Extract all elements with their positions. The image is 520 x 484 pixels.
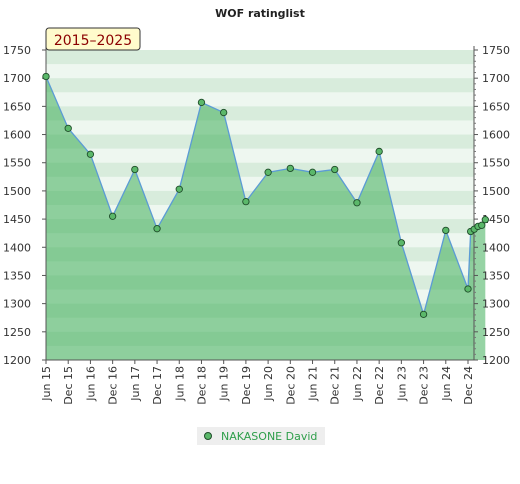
legend[interactable]: NAKASONE David xyxy=(197,427,325,445)
data-point xyxy=(220,108,228,117)
data-point xyxy=(331,165,339,174)
data-point xyxy=(481,215,489,224)
background-band xyxy=(46,120,474,136)
x-tick-label: Jun 17 xyxy=(129,366,142,402)
x-tick-label: Dec 17 xyxy=(151,366,164,405)
x-tick-label: Dec 24 xyxy=(462,366,475,405)
y-tick-label-left: 1400 xyxy=(3,241,31,254)
data-point xyxy=(353,199,361,207)
y-tick-label-left: 1200 xyxy=(3,354,31,367)
data-point xyxy=(131,165,139,174)
data-point xyxy=(175,185,183,193)
data-point xyxy=(42,72,50,81)
y-axis-left: 1200 1250 1300 1350 1400 1450 1500 1550 1600 1650… xyxy=(3,44,47,367)
background-band xyxy=(46,162,474,178)
x-tick-label: Jun 23 xyxy=(395,366,408,402)
x-tick-label: Jun 21 xyxy=(307,366,320,402)
data-point xyxy=(419,310,428,318)
data-point xyxy=(108,212,117,220)
x-tick-label: Jun 16 xyxy=(84,366,97,402)
data-point xyxy=(442,226,450,235)
data-point xyxy=(375,147,383,156)
background-band xyxy=(46,92,474,107)
background-band xyxy=(46,106,474,121)
y-tick-label-right: 1350 xyxy=(482,269,510,282)
data-point xyxy=(397,239,406,247)
x-tick-label: Dec 20 xyxy=(284,366,297,405)
x-tick-label: Dec 18 xyxy=(195,366,208,405)
period-badge-label: 2015–2025 xyxy=(54,33,132,49)
y-tick-label-left: 1500 xyxy=(3,185,31,198)
x-tick-label: Dec 21 xyxy=(329,366,342,405)
data-point xyxy=(64,124,72,133)
x-tick-label: Dec 23 xyxy=(418,366,431,405)
y-tick-label-right: 1250 xyxy=(482,326,510,339)
x-tick-label: Dec 19 xyxy=(240,366,253,405)
data-point xyxy=(153,225,161,233)
data-point xyxy=(264,168,272,176)
data-point xyxy=(242,197,250,206)
y-tick-label-right: 1700 xyxy=(482,72,510,85)
y-tick-label-left: 1450 xyxy=(3,213,31,226)
background-band xyxy=(46,50,474,65)
y-tick-label-right: 1450 xyxy=(482,213,510,226)
y-tick-label-right: 1500 xyxy=(482,185,510,198)
y-tick-label-right: 1400 xyxy=(482,241,510,254)
x-tick-label: Dec 22 xyxy=(373,366,386,405)
legend-marker-icon xyxy=(204,432,212,440)
y-tick-label-left: 1750 xyxy=(3,44,31,57)
x-tick-label: Jun 24 xyxy=(440,366,453,402)
y-axis-right: 1200 1250 1300 1350 1400 1450 1500 1550 1600 1650… xyxy=(473,44,510,367)
x-tick-label: Jun 19 xyxy=(218,366,231,402)
y-tick-label-right: 1650 xyxy=(482,100,510,113)
x-tick-label: Jun 20 xyxy=(262,366,275,402)
y-tick-label-left: 1550 xyxy=(3,157,31,170)
data-markers xyxy=(42,72,489,318)
y-tick-label-left: 1350 xyxy=(3,269,31,282)
data-point xyxy=(478,221,486,229)
y-tick-label-right: 1300 xyxy=(482,298,510,311)
legend-box xyxy=(197,427,325,445)
x-tick-label: Dec 16 xyxy=(107,366,120,405)
background-band xyxy=(46,64,474,79)
x-tick-label: Jun 15 xyxy=(40,366,53,402)
legend-label: NAKASONE David xyxy=(221,430,317,443)
data-point xyxy=(464,285,472,293)
background-band xyxy=(46,148,474,164)
x-tick-label: Jun 22 xyxy=(351,366,364,402)
data-point xyxy=(86,150,95,158)
period-badge: 2015–2025 xyxy=(45,27,141,51)
data-point xyxy=(308,168,317,176)
series-area xyxy=(46,76,486,361)
y-tick-label-left: 1650 xyxy=(3,100,31,113)
y-tick-label-left: 1600 xyxy=(3,129,31,142)
y-tick-label-left: 1250 xyxy=(3,326,31,339)
y-tick-label-left: 1700 xyxy=(3,72,31,85)
background-band xyxy=(46,134,474,150)
x-tick-label: Dec 15 xyxy=(62,366,75,405)
y-tick-label-right: 1200 xyxy=(482,354,510,367)
chart-title: WOF ratinglist xyxy=(215,7,305,20)
period-badge-box xyxy=(45,27,141,51)
background-band xyxy=(46,78,474,93)
data-point xyxy=(197,98,206,107)
x-tick-label: Jun 18 xyxy=(173,366,186,402)
data-point xyxy=(286,164,294,173)
y-tick-label-right: 1600 xyxy=(482,129,510,142)
y-tick-label-right: 1750 xyxy=(482,44,510,57)
x-axis: Jun 15 Dec 15 Jun 16 Dec 16 Jun 17 Dec 17 Jun … xyxy=(40,359,475,405)
y-tick-label-right: 1550 xyxy=(482,157,510,170)
y-tick-label-left: 1300 xyxy=(3,298,31,311)
